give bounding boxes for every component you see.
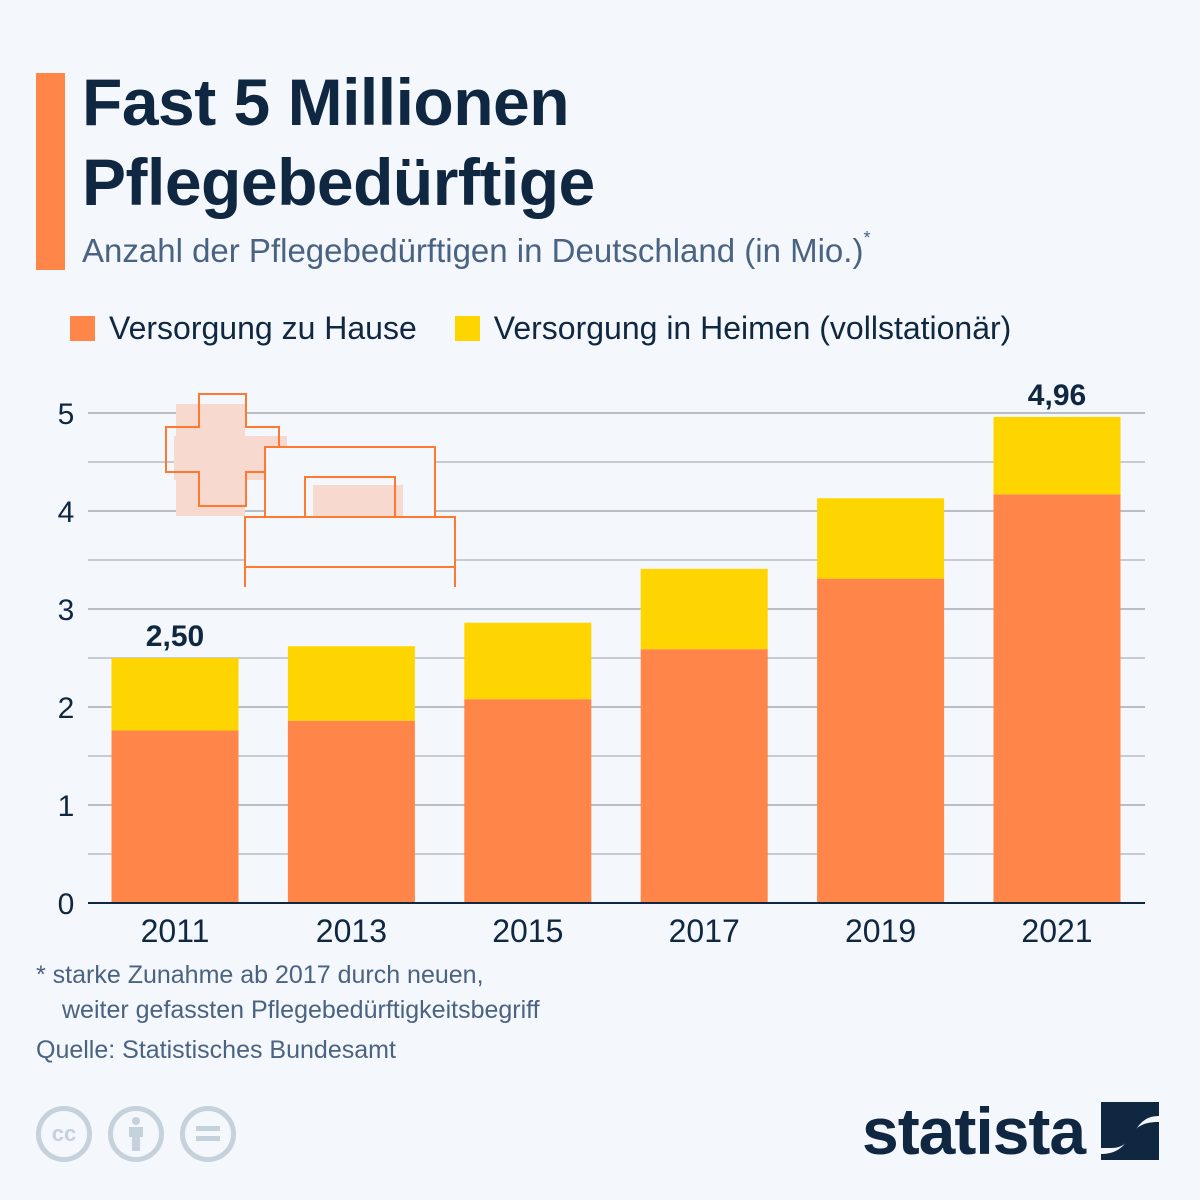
legend-swatch-home	[70, 316, 95, 341]
x-tick-label: 2013	[316, 913, 387, 949]
license-icons: cc	[36, 1106, 252, 1162]
bar-segment-home	[817, 578, 945, 903]
subtitle-text: Anzahl der Pflegebedürftigen in Deutschl…	[82, 232, 864, 269]
x-axis-labels: 2011 2013 2015 2017 2019 2021	[141, 913, 1093, 949]
page-title: Fast 5 Millionen Pflegebedürftige	[82, 62, 595, 222]
data-label-total: 2,50	[146, 620, 204, 653]
statista-brand[interactable]: statista	[862, 1094, 1160, 1168]
bar-segment-nursing-home	[287, 646, 415, 721]
subtitle: Anzahl der Pflegebedürftigen in Deutschl…	[82, 228, 870, 270]
statista-wordmark: statista	[862, 1094, 1086, 1168]
footnote-line-1: * starke Zunahme ab 2017 durch neuen,	[36, 961, 484, 989]
legend-item-nursing-home: Versorgung in Heimen (vollstationär)	[454, 310, 1012, 347]
bar-segment-home	[287, 720, 415, 903]
person-glyph	[129, 1117, 143, 1151]
bar-segment-nursing-home	[464, 622, 592, 700]
data-label-total: 4,96	[1028, 379, 1086, 412]
title-line-1: Fast 5 Millionen	[82, 65, 570, 139]
y-tick-label: 1	[58, 790, 75, 823]
y-axis-ticks: 0 1 2 3 4 5	[58, 398, 75, 921]
x-tick-label: 2021	[1021, 913, 1092, 949]
bar-segment-nursing-home	[993, 416, 1121, 495]
stacked-bar-chart: 0 1 2 3 4 5 2011 2013 2015 2017 2019 2021 2,50 4,96	[58, 379, 1145, 949]
y-tick-label: 5	[58, 398, 75, 431]
cc-icon-glyph: cc	[51, 1121, 77, 1146]
attribution-icon[interactable]	[108, 1106, 164, 1162]
x-tick-label: 2017	[669, 913, 740, 949]
hospital-bed-with-cross-icon	[165, 393, 456, 587]
bar-segment-home	[993, 494, 1121, 903]
y-tick-label: 0	[58, 888, 75, 921]
legend-label-home: Versorgung zu Hause	[109, 310, 417, 346]
x-tick-label: 2019	[845, 913, 916, 949]
legend-swatch-nursing-home	[454, 316, 480, 341]
bar-segment-home	[640, 649, 768, 903]
x-tick-label: 2011	[141, 913, 210, 949]
legend-label-nursing-home: Versorgung in Heimen (vollstationär)	[493, 310, 1012, 346]
bar-segment-home	[464, 699, 592, 903]
source: Quelle: Statistisches Bundesamt	[36, 1036, 396, 1064]
x-tick-label: 2015	[492, 913, 563, 949]
bar-segment-home	[111, 730, 239, 903]
subtitle-footnote-marker: *	[863, 228, 871, 248]
footnote: * starke Zunahme ab 2017 durch neuen, we…	[36, 958, 540, 1028]
y-tick-label: 3	[58, 594, 75, 627]
y-tick-label: 4	[58, 496, 75, 529]
bar-segment-nursing-home	[111, 658, 239, 731]
bars	[111, 416, 1121, 903]
data-labels: 2,50 4,96	[146, 379, 1086, 653]
bar-segment-nursing-home	[640, 568, 768, 650]
legend-item-home: Versorgung zu Hause	[70, 310, 417, 347]
y-tick-label: 2	[58, 692, 75, 725]
chart-legend: Versorgung zu Hause Versorgung in Heimen…	[70, 310, 1049, 347]
equals-glyph	[196, 1126, 220, 1141]
statista-logo-icon	[1101, 1102, 1160, 1160]
bar-segment-nursing-home	[817, 498, 945, 579]
title-line-2: Pflegebedürftige	[82, 145, 595, 219]
cc-icon[interactable]: cc	[36, 1106, 92, 1162]
accent-bar	[36, 73, 65, 270]
footnote-line-2: weiter gefassten Pflegebedürftigkeitsbeg…	[62, 996, 540, 1024]
no-derivatives-icon[interactable]	[180, 1106, 236, 1162]
